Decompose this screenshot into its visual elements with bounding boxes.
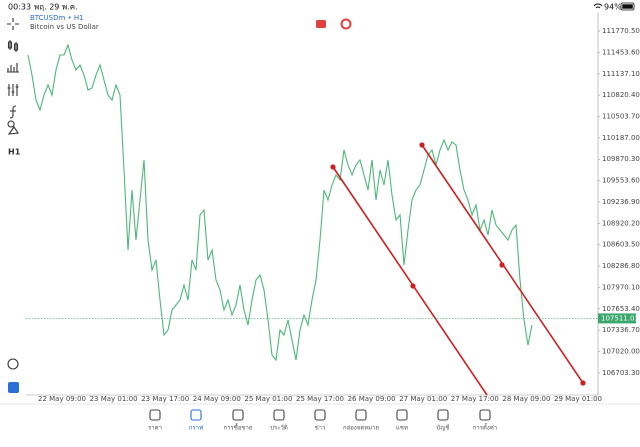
app-icon[interactable] [8, 382, 19, 393]
nav-label[interactable]: กล่องจดหมาย [343, 425, 379, 432]
y-tick-label: 111137.10 [602, 70, 640, 78]
trend-line[interactable] [332, 166, 488, 396]
battery-icon [620, 2, 635, 11]
nav-icon[interactable] [396, 409, 408, 421]
toolbar [7, 18, 19, 370]
y-tick-label: 109553.60 [602, 177, 640, 185]
status-date: พฤ. 29 พ.ค. [34, 3, 78, 12]
trend-anchor[interactable] [419, 142, 425, 148]
nav-icon[interactable] [479, 409, 491, 421]
x-tick-label: 27 May 17:00 [451, 395, 499, 403]
nav-label[interactable]: การตั้งค่า [473, 422, 497, 432]
gauge-icon[interactable] [7, 358, 19, 370]
y-tick-label: 107970.10 [602, 283, 640, 291]
x-tick-label: 22 May 09:00 [38, 395, 86, 403]
objects-tool[interactable] [7, 120, 19, 135]
nav-label[interactable]: ราคา [148, 425, 162, 432]
nav-icon[interactable] [437, 409, 449, 421]
y-tick-label: 108603.50 [602, 241, 640, 249]
x-tick-label: 25 May 17:00 [296, 395, 344, 403]
last-price-box [598, 313, 636, 324]
timeframe-button[interactable]: H1 [8, 148, 21, 157]
price-line [27, 43, 533, 362]
y-tick-label: 107020.00 [602, 348, 640, 356]
trade-button[interactable] [340, 18, 352, 30]
nav-label[interactable]: การซื้อขาย [224, 422, 253, 432]
x-tick-label: 23 May 17:00 [141, 395, 189, 403]
trend-anchor[interactable] [330, 164, 336, 170]
x-tick-label: 28 May 09:00 [502, 395, 550, 403]
trend-lines [330, 142, 586, 396]
status-time: 00:33 [8, 3, 31, 12]
chart-type-tool[interactable] [7, 40, 19, 52]
function-tool[interactable] [9, 105, 17, 119]
x-tick-label: 23 May 01:00 [90, 395, 138, 403]
y-tick-label: 110187.00 [602, 134, 640, 142]
nav-label[interactable]: แชท [396, 425, 408, 432]
symbol-description: Bitcoin vs US Dollar [30, 23, 99, 31]
indicators-tool[interactable] [7, 63, 19, 73]
settings-tool[interactable] [7, 84, 19, 96]
nav-label[interactable]: ข่าว [315, 425, 326, 432]
nav-label[interactable]: บัญชี [437, 424, 450, 432]
last-price-label: 107511.03 [601, 314, 639, 322]
y-tick-label: 109870.30 [602, 155, 640, 163]
y-tick-label: 107336.70 [602, 326, 640, 334]
y-tick-label: 109236.90 [602, 198, 640, 206]
y-tick-label: 108286.80 [602, 262, 640, 270]
y-tick-label: 110503.70 [602, 112, 640, 120]
x-tick-label: 29 May 01:00 [554, 395, 602, 403]
nav-icon[interactable] [273, 409, 285, 421]
x-tick-label: 26 May 09:00 [348, 395, 396, 403]
battery-level: 94% [604, 3, 622, 12]
nav-icon[interactable] [149, 409, 161, 421]
trend-anchor[interactable] [580, 380, 586, 386]
symbol[interactable]: BTCUSDm • H1 [30, 14, 84, 22]
series-layer [27, 43, 533, 362]
x-tick-label: 25 May 01:00 [244, 395, 292, 403]
y-tick-label: 111453.60 [602, 48, 640, 56]
y-tick-label: 107653.40 [602, 305, 640, 313]
y-tick-label: 106703.30 [602, 369, 640, 377]
nav-icon[interactable] [355, 409, 367, 421]
y-tick-label: 108920.20 [602, 219, 640, 227]
crosshair-tool[interactable] [7, 18, 19, 30]
trend-anchor[interactable] [410, 283, 416, 289]
bottom-nav: ราคา กราฟ การซื้อขาย ประวัติ ข่าว กล่องจดหมาย… [148, 409, 497, 432]
y-tick-label: 110820.40 [602, 91, 640, 99]
nav-icon[interactable] [190, 409, 202, 421]
nav-label[interactable]: ประวัติ [270, 425, 288, 432]
nav-icon[interactable] [314, 409, 326, 421]
battery-fill [622, 4, 633, 9]
sell-button[interactable] [316, 20, 326, 28]
trend-anchor[interactable] [499, 262, 505, 268]
wifi-icon [593, 3, 603, 9]
x-tick-label: 27 May 01:00 [399, 395, 447, 403]
x-tick-label: 24 May 09:00 [193, 395, 241, 403]
nav-label[interactable]: กราฟ [189, 425, 203, 432]
y-tick-label: 111770.50 [602, 27, 640, 35]
nav-icon[interactable] [232, 409, 244, 421]
